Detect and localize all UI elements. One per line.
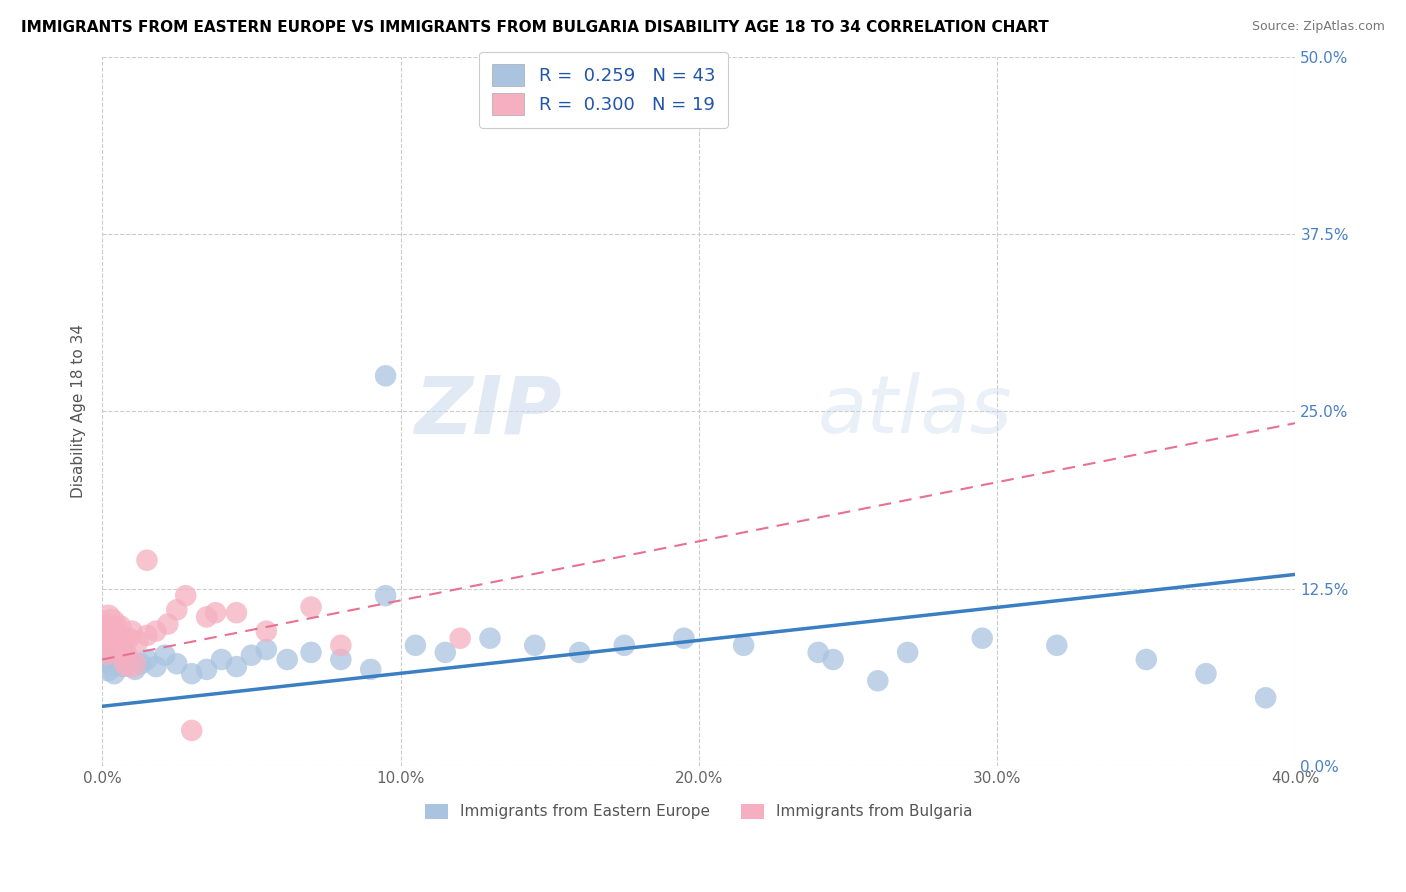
Point (613, 638, 636, 652)
Point (807, 645, 830, 659)
Point (211, 652, 233, 666)
Point (225, 659, 247, 673)
Point (374, 368, 396, 383)
Point (129, 657, 152, 671)
Point (299, 645, 322, 659)
Point (523, 638, 546, 652)
Point (1046, 638, 1069, 652)
Point (404, 638, 426, 652)
Point (276, 652, 298, 666)
Point (127, 634, 149, 648)
Point (166, 657, 188, 671)
Text: ZIP: ZIP (415, 372, 561, 450)
Point (195, 610, 218, 624)
Point (254, 624, 277, 639)
Point (97, 662, 120, 676)
Point (374, 589, 396, 603)
Point (136, 628, 159, 642)
Point (479, 631, 502, 645)
Point (672, 631, 695, 645)
Point (180, 666, 202, 681)
Point (94, 638, 117, 652)
Point (329, 638, 352, 652)
Point (225, 606, 247, 620)
Point (329, 652, 352, 666)
Point (240, 648, 263, 663)
Point (103, 645, 125, 659)
Text: atlas: atlas (818, 372, 1012, 450)
Text: IMMIGRANTS FROM EASTERN EUROPE VS IMMIGRANTS FROM BULGARIA DISABILITY AGE 18 TO : IMMIGRANTS FROM EASTERN EUROPE VS IMMIGR… (21, 20, 1049, 35)
Point (136, 553, 159, 567)
Point (195, 662, 218, 676)
Point (360, 662, 382, 676)
Point (568, 645, 591, 659)
Point (1254, 690, 1277, 705)
Point (112, 638, 135, 652)
Point (115, 657, 138, 671)
Point (204, 606, 226, 620)
Point (153, 648, 176, 663)
Point (100, 617, 122, 632)
Point (1195, 666, 1218, 681)
Point (97, 610, 120, 624)
Point (94, 652, 117, 666)
Point (254, 642, 277, 657)
Point (124, 662, 146, 676)
Point (823, 652, 845, 666)
Legend: Immigrants from Eastern Europe, Immigrants from Bulgaria: Immigrants from Eastern Europe, Immigran… (419, 797, 979, 826)
Point (145, 624, 167, 639)
Point (166, 603, 188, 617)
Point (1135, 652, 1157, 666)
Point (118, 652, 141, 666)
Point (299, 600, 322, 615)
Point (449, 631, 471, 645)
Point (434, 645, 457, 659)
Point (103, 634, 125, 648)
Text: Source: ZipAtlas.com: Source: ZipAtlas.com (1251, 20, 1385, 33)
Point (105, 648, 128, 663)
Point (103, 666, 125, 681)
Point (118, 631, 141, 645)
Point (180, 723, 202, 738)
Point (733, 638, 755, 652)
Point (121, 624, 143, 639)
Point (972, 631, 994, 645)
Point (174, 589, 197, 603)
Point (897, 645, 920, 659)
Point (136, 652, 159, 666)
Point (108, 620, 131, 634)
Point (115, 645, 138, 659)
Point (121, 657, 143, 671)
Point (112, 659, 135, 673)
Y-axis label: Disability Age 18 to 34: Disability Age 18 to 34 (72, 325, 86, 499)
Point (156, 617, 179, 632)
Point (866, 673, 889, 688)
Point (97, 624, 120, 639)
Point (145, 659, 167, 673)
Point (105, 628, 128, 642)
Point (100, 657, 122, 671)
